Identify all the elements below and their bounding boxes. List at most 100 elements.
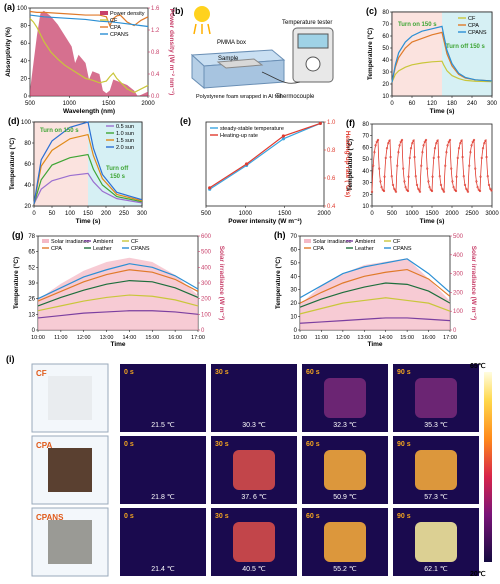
y2-tick-label: 1.2 (151, 28, 160, 34)
legend-label: Ambient (355, 239, 376, 245)
x-axis-label: Power intensity (W m⁻²) (228, 218, 302, 225)
hot-spot (233, 450, 275, 490)
y2-axis-label: Heating-up rate (°C/s) (344, 131, 352, 198)
legend-label: Ambient (93, 239, 114, 245)
data-point (487, 183, 491, 187)
setup-diagram: (b) PMMA box Sample Polystyrene foam wra… (172, 6, 334, 100)
time-label: 30 s (215, 513, 229, 520)
data-point (446, 144, 449, 147)
data-point (381, 188, 384, 191)
data-point (408, 156, 411, 160)
series-leather (299, 282, 451, 308)
data-point (393, 187, 396, 190)
hot-spot (324, 450, 366, 490)
color-scale-bar (484, 372, 492, 562)
scale-min-label: 20℃ (470, 570, 486, 578)
y-tick-label: 80 (362, 122, 369, 128)
series-cpans (37, 263, 199, 300)
legend-label: CPA (110, 25, 121, 31)
y-tick-label: 80 (24, 141, 31, 147)
chart-a: (a) 500 1000 1500 2000 Wavelength (nm) 0 20 40 60… (4, 2, 175, 115)
legend-label: CPANS (393, 246, 412, 252)
data-point (484, 139, 487, 142)
hot-spot (415, 450, 457, 490)
legend-label: Solar irradiance (51, 239, 90, 245)
data-point (420, 164, 423, 167)
data-point (435, 142, 438, 145)
data-point (384, 156, 387, 160)
panel-label-d: (d) (8, 116, 20, 126)
x-tick-label: 60 (409, 101, 416, 107)
y2-tick-label: 200 (453, 290, 464, 296)
x-tick-label: 2500 (465, 211, 479, 217)
chart-d: (d) Turn on 150 s Turn off 150 s 0 50 100 150 20… (8, 116, 148, 225)
data-point (465, 187, 468, 190)
temperature-readout: 50.9 ℃ (333, 494, 357, 501)
time-label: 30 s (215, 441, 229, 448)
y-tick-label: 40 (20, 59, 27, 65)
data-point (208, 186, 212, 190)
data-point (378, 167, 381, 170)
y-tick-label: 60 (290, 247, 297, 253)
time-label: 60 s (306, 513, 320, 520)
data-point (396, 164, 399, 167)
data-point (389, 155, 392, 159)
thermal-row-cpans: CPANS 0 s 21.4 ℃ 30 s 40.5 ℃ 60 s 55.2 ℃ 90 s 62… (31, 507, 479, 577)
data-point (460, 139, 463, 142)
data-point (373, 151, 376, 154)
data-point (471, 140, 474, 143)
y-tick-label: 10 (362, 204, 369, 210)
sample-swatch (48, 376, 92, 420)
x-axis-label: Time (s) (76, 218, 101, 225)
x-tick-label: 2000 (445, 211, 459, 217)
data-point (427, 180, 430, 183)
y2-tick-label: 0.4 (327, 204, 336, 210)
x-axis-label: Time (367, 341, 382, 348)
time-label: 90 s (397, 369, 411, 376)
series-power-density (30, 10, 148, 96)
data-point (444, 164, 447, 167)
x-tick-label: 16:00 (422, 335, 436, 341)
y-tick-label: 40 (290, 274, 297, 280)
x-tick-label: 14:00 (379, 335, 393, 341)
legend-swatch (304, 239, 311, 243)
x-tick-label: 0 (32, 211, 36, 217)
data-point (398, 144, 401, 147)
y-axis-label: Absorptivity (%) (5, 27, 12, 77)
sample-name: CPA (36, 441, 53, 450)
data-point (318, 121, 322, 125)
y-tick-label: 20 (382, 82, 389, 88)
data-point (422, 144, 425, 147)
data-point (431, 175, 434, 178)
y2-axis-label: Solar irradiance (W m⁻²) (470, 246, 477, 321)
series-leather (37, 279, 199, 307)
data-point (428, 186, 431, 189)
y2-tick-label: 400 (201, 265, 212, 271)
data-point (380, 186, 383, 189)
temperature-readout: 37. 6 ℃ (241, 494, 267, 501)
y-tick-label: 0 (32, 328, 36, 334)
sample-name: CF (36, 369, 47, 378)
x-tick-label: 12:00 (336, 335, 350, 341)
data-point (387, 142, 390, 145)
hot-spot (324, 522, 366, 562)
y-tick-label: 78 (28, 234, 35, 240)
series-cf (299, 297, 451, 315)
data-point (490, 189, 493, 192)
data-point (413, 155, 416, 159)
data-point (451, 180, 454, 183)
data-point (370, 190, 374, 194)
thermocouple-wire (261, 71, 301, 84)
temperature-readout: 32.3 ℃ (333, 422, 357, 429)
y-tick-label: 60 (382, 34, 389, 40)
time-label: 90 s (397, 513, 411, 520)
data-point (439, 183, 443, 187)
y2-tick-label: 1.6 (151, 6, 160, 12)
x-tick-label: 1000 (63, 101, 77, 107)
data-point (456, 156, 459, 160)
foam-label: Polystyrene foam wrapped in Al foil (196, 94, 282, 100)
x-tick-label: 250 (119, 211, 130, 217)
y2-tick-label: 100 (453, 309, 464, 315)
panel-label-h: (h) (274, 230, 286, 240)
